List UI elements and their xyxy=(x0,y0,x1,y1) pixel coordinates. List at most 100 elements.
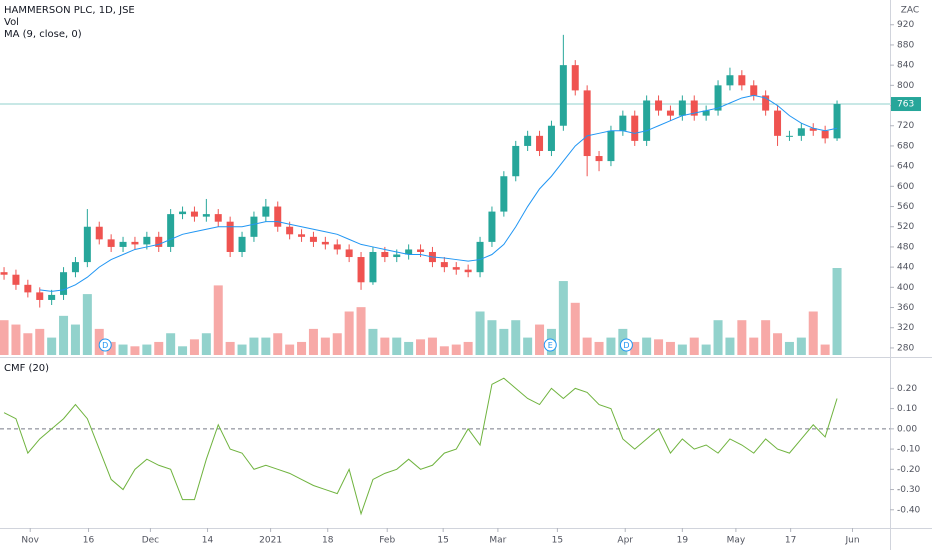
volume-bar xyxy=(118,344,128,355)
candle-body xyxy=(833,104,841,139)
x-tick-label: Apr xyxy=(617,536,633,546)
volume-bar xyxy=(451,344,461,355)
volume-bar xyxy=(654,339,664,355)
volume-bar xyxy=(166,333,176,355)
volume-bar xyxy=(23,333,33,355)
candle-body xyxy=(785,135,793,137)
volume-bar xyxy=(475,311,485,355)
volume-bar xyxy=(106,341,116,355)
candle-body xyxy=(214,214,222,222)
volume-bar xyxy=(511,320,521,355)
y-tick-label: 880 xyxy=(897,40,914,50)
candle-body xyxy=(226,221,234,252)
volume-bar xyxy=(249,337,259,355)
event-marker xyxy=(619,338,633,352)
candle-body xyxy=(619,115,627,131)
volume-bar xyxy=(713,320,723,355)
volume-bar xyxy=(213,285,223,355)
x-tick-label: May xyxy=(727,536,746,546)
candle-body xyxy=(381,251,389,258)
candle-body xyxy=(559,65,567,126)
candle-body xyxy=(726,75,734,86)
candle-body xyxy=(179,211,187,215)
y-tick-label: 440 xyxy=(897,263,914,273)
y-tick-label: -0.10 xyxy=(897,445,921,455)
volume-bar xyxy=(808,311,818,355)
y-tick-label: 800 xyxy=(897,81,914,91)
symbol-title: HAMMERSON PLC, 1D, JSE xyxy=(4,5,135,16)
candle-body xyxy=(762,95,770,111)
moving-average xyxy=(39,94,838,292)
event-label: D xyxy=(623,341,629,350)
y-tick-label: 640 xyxy=(897,162,914,172)
x-tick-label: 15 xyxy=(552,536,563,546)
volume-bar xyxy=(297,341,307,355)
last-price-label: 763 xyxy=(897,100,914,110)
candle-body xyxy=(512,145,520,177)
volume-bar xyxy=(820,344,830,355)
y-tick-label: 0.20 xyxy=(897,384,917,394)
volume-bar xyxy=(344,311,354,355)
volume-bar xyxy=(606,337,616,355)
y-tick-label: 920 xyxy=(897,20,914,30)
candle-body xyxy=(821,130,829,139)
candle-body xyxy=(750,85,758,96)
candle-body xyxy=(405,249,413,255)
volume-bar xyxy=(189,339,199,355)
volume-bar xyxy=(416,339,426,355)
candle-body xyxy=(607,130,615,162)
candle-body xyxy=(809,128,817,131)
candle-body xyxy=(655,100,663,111)
cmf-line xyxy=(3,377,838,516)
candle-body xyxy=(60,272,68,295)
volume-bar xyxy=(689,337,699,355)
candle-body xyxy=(440,262,448,268)
x-tick-label: Jun xyxy=(844,536,859,546)
candle-body xyxy=(357,257,365,283)
candle-body xyxy=(464,269,472,273)
candle-body xyxy=(321,241,329,245)
volume-bar xyxy=(285,344,295,355)
volume-bar xyxy=(94,328,104,355)
volume-bar xyxy=(427,337,437,355)
candle-body xyxy=(571,65,579,91)
volume-bar xyxy=(308,328,318,355)
volume-bar xyxy=(0,320,9,355)
y-tick-label: 0.00 xyxy=(897,424,917,434)
x-tick-label: 19 xyxy=(677,536,689,546)
volume-bar xyxy=(630,341,640,355)
volume-bar xyxy=(642,337,652,355)
candle-body xyxy=(250,216,258,237)
candle-body xyxy=(274,206,282,227)
candle-body xyxy=(202,214,210,217)
volume-bar xyxy=(499,328,509,355)
y-tick-label: 360 xyxy=(897,303,914,313)
volume-bar xyxy=(273,333,283,355)
candle-body xyxy=(536,135,544,151)
candle-body xyxy=(643,100,651,141)
volume-bar xyxy=(154,341,164,355)
volume-bar xyxy=(320,337,330,355)
event-marker xyxy=(543,338,557,352)
candle-body xyxy=(631,115,639,141)
candle-body xyxy=(24,284,32,293)
candle-body xyxy=(500,176,508,212)
volume-bar xyxy=(535,324,545,355)
volume-bar xyxy=(439,346,449,355)
volume-bar xyxy=(594,341,604,355)
volume-bar xyxy=(725,337,735,355)
volume-bar xyxy=(392,337,402,355)
y-tick-label: 400 xyxy=(897,283,914,293)
y-tick-label: 0.10 xyxy=(897,404,917,414)
volume-bar xyxy=(47,337,57,355)
volume-bar xyxy=(82,294,92,355)
ma-legend: MA (9, close, 0) xyxy=(4,29,82,40)
volume-bar xyxy=(677,344,687,355)
volume-bar xyxy=(749,337,759,355)
y-tick-label: 600 xyxy=(897,182,914,192)
x-tick-label: 14 xyxy=(202,536,214,546)
candle-body xyxy=(547,125,555,151)
y-tick-label: 280 xyxy=(897,343,914,353)
candle-body xyxy=(345,249,353,258)
